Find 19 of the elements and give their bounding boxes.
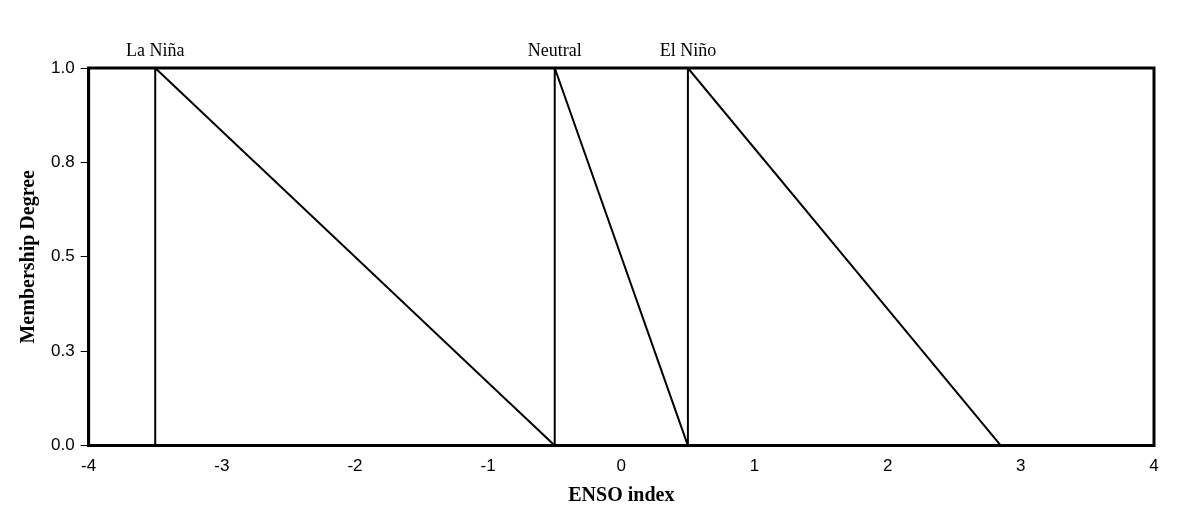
x-tick-label: 1 [749, 456, 760, 476]
y-tick-label: 0.0 [50, 435, 75, 455]
x-tick-label: -1 [480, 456, 496, 476]
y-axis-title: Membership Degree [16, 169, 40, 344]
series-label: El Niño [659, 39, 717, 60]
x-tick-label: 0 [616, 456, 627, 476]
x-tick-label: -2 [347, 456, 363, 476]
x-tick-label: 4 [1149, 456, 1159, 476]
x-tick-label: -4 [81, 456, 97, 476]
y-tick-label: 1.0 [50, 57, 75, 77]
y-tick-label: 0.8 [50, 152, 75, 172]
x-axis-title: ENSO index [568, 483, 675, 506]
x-tick-label: -3 [214, 456, 230, 476]
series-label: Neutral [527, 39, 582, 60]
x-tick-label: 3 [1016, 456, 1026, 476]
y-tick-label: 0.3 [50, 340, 75, 360]
x-tick-label: 2 [882, 456, 893, 476]
series-label: La Niña [125, 39, 185, 60]
y-tick-label: 0.5 [50, 246, 75, 266]
